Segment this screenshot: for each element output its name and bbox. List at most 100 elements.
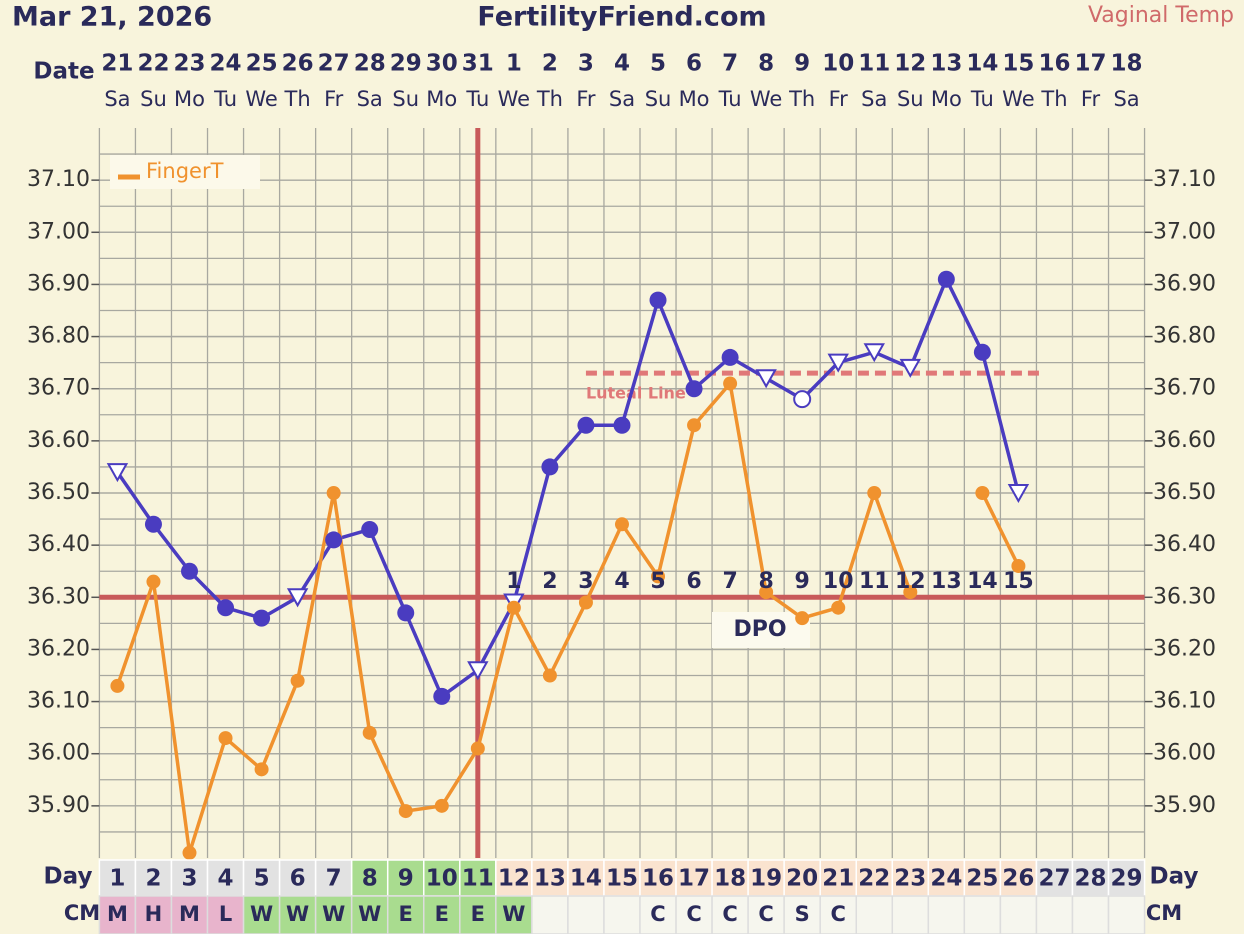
day-cell <box>963 859 1002 897</box>
weekday-label: Mo <box>174 87 205 111</box>
y2-tick-label: 36.10 <box>1153 689 1216 714</box>
day-cell <box>603 859 641 897</box>
temp-marker <box>795 611 810 626</box>
day-number: 1 <box>109 866 125 892</box>
day-cell <box>783 859 821 897</box>
date-label: 16 <box>1038 51 1070 77</box>
temp-marker <box>110 678 125 693</box>
day-number: 22 <box>858 866 890 892</box>
y2-tick-label: 37.00 <box>1153 219 1216 244</box>
day-cell <box>531 859 569 897</box>
weekday-label: We <box>1002 87 1034 111</box>
y-tick-label: 36.70 <box>27 376 90 401</box>
date-label: 6 <box>686 51 702 77</box>
weekday-label: Su <box>392 87 419 111</box>
day-number: 12 <box>498 866 530 892</box>
date-label: 2 <box>542 51 558 77</box>
dpo-number: 2 <box>542 569 557 594</box>
day-number: 24 <box>930 866 962 892</box>
temp-marker <box>144 515 162 533</box>
temp-marker <box>542 668 557 683</box>
y-tick-label: 37.00 <box>27 219 90 244</box>
date-label: 3 <box>578 51 594 77</box>
day-number: 5 <box>254 866 270 892</box>
day-cell <box>495 859 533 897</box>
cm-value: W <box>502 902 525 926</box>
weekday-label: Tu <box>465 87 489 111</box>
date-label: 22 <box>137 51 169 77</box>
date-label: 15 <box>1002 51 1034 77</box>
date-label: 21 <box>101 51 133 77</box>
cm-cell <box>603 895 641 934</box>
dpo-label-box <box>712 612 810 648</box>
day-number: 8 <box>362 866 378 892</box>
cm-cell <box>459 895 497 934</box>
weekday-label: Th <box>788 87 815 111</box>
chart-date: Mar 21, 2026 <box>12 2 212 33</box>
day-number: 7 <box>326 866 342 892</box>
temp-marker <box>1011 559 1026 573</box>
date-label: 18 <box>1111 51 1143 77</box>
day-cell <box>927 859 966 897</box>
day-number: 20 <box>786 866 818 892</box>
day-row-label-right: Day <box>1150 864 1199 890</box>
y2-tick-label: 36.00 <box>1153 741 1216 766</box>
date-label: 23 <box>173 51 205 77</box>
temp-marker <box>181 562 198 580</box>
cm-cell <box>206 895 245 934</box>
day-number: 10 <box>426 866 458 892</box>
date-label: 10 <box>822 51 854 77</box>
y-tick-label: 36.30 <box>27 584 90 609</box>
chart-title: FertilityFriend.com <box>477 2 766 33</box>
dpo-number: 8 <box>758 569 773 594</box>
dpo-number: 14 <box>967 569 998 594</box>
temp-marker <box>325 531 343 549</box>
cm-value: W <box>250 902 273 926</box>
cm-value: L <box>219 902 232 926</box>
dpo-number: 1 <box>506 569 521 594</box>
y2-tick-label: 36.40 <box>1153 532 1216 557</box>
y2-tick-label: 36.50 <box>1153 480 1216 505</box>
day-number: 19 <box>750 866 782 892</box>
temp-marker <box>649 291 667 309</box>
date-label: 27 <box>318 51 350 77</box>
day-number: 3 <box>181 866 197 892</box>
y2-tick-label: 36.20 <box>1153 636 1216 661</box>
main-series-label: Vaginal Temp <box>1088 3 1234 28</box>
temp-marker <box>577 416 595 434</box>
weekday-label: Th <box>1040 87 1067 111</box>
temp-marker-open <box>1007 484 1030 504</box>
day-number: 14 <box>570 866 602 892</box>
date-label: 12 <box>894 51 926 77</box>
day-number: 17 <box>678 866 710 892</box>
weekday-label: Fr <box>576 87 596 111</box>
day-row-label: Day <box>44 864 93 890</box>
weekday-label: Fr <box>829 87 849 111</box>
cm-cell <box>242 895 281 934</box>
cm-cell <box>278 895 317 934</box>
date-label: 7 <box>722 51 738 77</box>
weekday-label: Sa <box>104 87 130 111</box>
cm-row-label: CM <box>64 901 100 925</box>
date-label: 25 <box>246 51 278 77</box>
day-number: 9 <box>398 866 414 892</box>
dpo-number: 15 <box>1003 569 1034 594</box>
cm-value: C <box>722 902 737 926</box>
temp-marker <box>937 270 955 288</box>
y2-tick-label: 36.90 <box>1153 271 1216 296</box>
cm-cell <box>747 895 785 934</box>
y2-tick-label: 36.80 <box>1153 324 1216 349</box>
cm-value: E <box>435 902 449 926</box>
weekday-label: Mo <box>679 87 710 111</box>
dpo-number: 5 <box>650 569 665 594</box>
temp-marker <box>218 731 233 746</box>
date-label: 8 <box>758 51 774 77</box>
y-tick-label: 36.10 <box>27 689 90 714</box>
cm-value: M <box>107 902 128 926</box>
cm-cell <box>98 895 137 934</box>
day-number: 18 <box>714 866 746 892</box>
temp-marker-open <box>899 358 922 378</box>
weekday-label: Th <box>284 87 311 111</box>
day-cell <box>1071 859 1110 897</box>
